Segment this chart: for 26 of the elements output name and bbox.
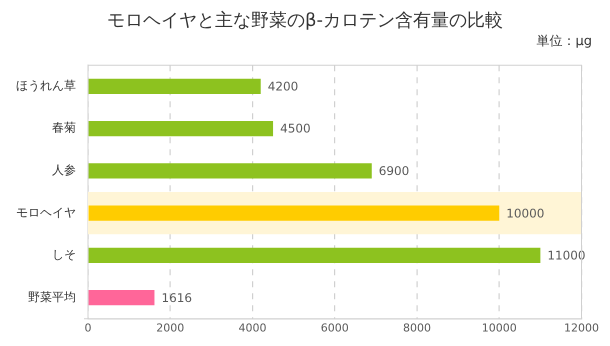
x-tick-label: 2000 <box>156 321 184 334</box>
y-tick-label: 春菊 <box>52 120 76 135</box>
data-label: 1616 <box>161 290 192 305</box>
y-tick-label: モロヘイヤ <box>16 205 76 220</box>
y-tick-label: 人参 <box>52 162 76 177</box>
y-tick-label: 野菜平均 <box>28 290 76 304</box>
x-tick-label: 6000 <box>320 321 349 334</box>
y-tick-label: ほうれん草 <box>16 78 76 92</box>
x-tick-label: 8000 <box>403 321 431 334</box>
data-label: 4500 <box>280 122 311 136</box>
y-tick-label: しそ <box>52 248 76 262</box>
bar <box>88 120 274 136</box>
x-tick-label: 0 <box>84 321 92 334</box>
data-label: 10000 <box>506 206 544 220</box>
data-label: 4200 <box>268 79 298 94</box>
data-label: 6900 <box>378 164 410 178</box>
x-tick-label: 10000 <box>482 321 517 334</box>
text: 単位：μg <box>536 34 592 49</box>
bar <box>88 78 261 94</box>
bar <box>88 248 540 264</box>
bar <box>88 163 372 178</box>
data-label: 11000 <box>547 248 586 263</box>
x-tick-label: 4000 <box>238 321 266 334</box>
chart-title: モロヘイヤと主な野菜のβ-カロテン含有量の比較 <box>106 9 504 33</box>
x-tick-label: 12000 <box>564 321 600 334</box>
bar <box>88 290 154 306</box>
